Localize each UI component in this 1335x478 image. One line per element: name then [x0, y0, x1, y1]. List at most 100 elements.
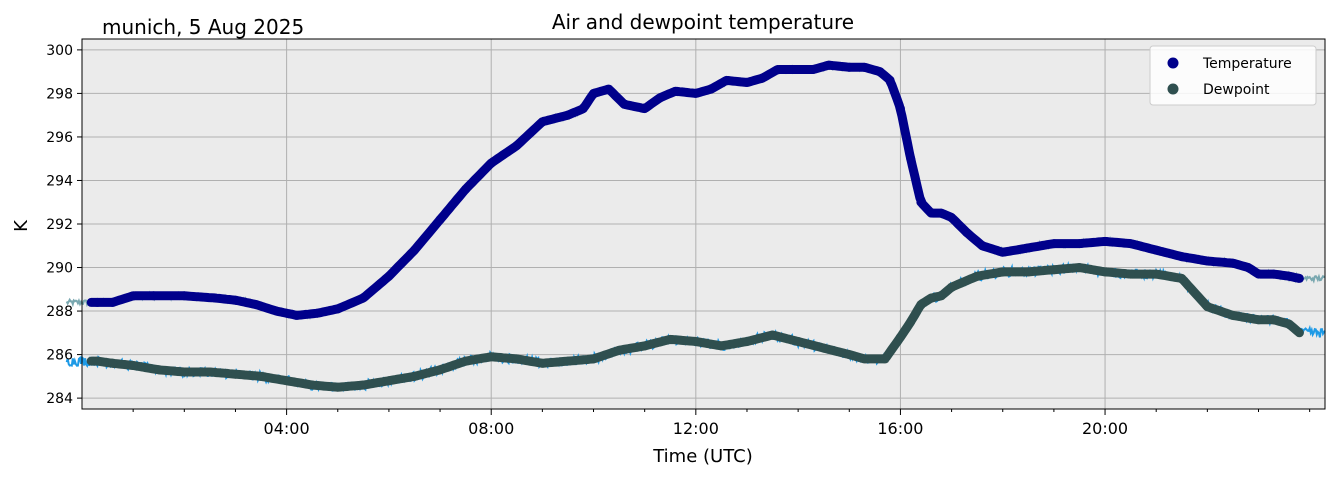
point-temperature — [512, 141, 522, 151]
point-dewpoint — [1294, 328, 1304, 338]
point-temperature — [757, 73, 767, 83]
point-temperature — [722, 75, 731, 85]
point-dewpoint — [1269, 315, 1279, 325]
point-temperature — [885, 75, 895, 85]
point-dewpoint — [691, 337, 701, 346]
point-temperature — [179, 291, 189, 301]
point-temperature — [589, 88, 598, 98]
chart-title: Air and dewpoint temperature — [552, 10, 854, 34]
point-temperature — [537, 117, 547, 127]
point-temperature — [604, 84, 614, 94]
point-dewpoint — [906, 317, 916, 327]
point-temperature — [486, 158, 496, 168]
point-dewpoint — [998, 267, 1008, 277]
point-dewpoint — [614, 345, 624, 355]
point-temperature — [875, 67, 885, 77]
point-dewpoint — [128, 361, 138, 370]
legend-label-temperature: Temperature — [1202, 56, 1292, 72]
point-dewpoint — [640, 341, 650, 351]
y-tick-label: 286 — [46, 348, 73, 364]
y-tick-label: 300 — [46, 43, 73, 59]
point-temperature — [706, 84, 716, 94]
point-dewpoint — [486, 352, 496, 362]
point-dewpoint — [947, 282, 957, 292]
y-axis: 284 286 288 290 292 294 296 298 300 — [46, 43, 82, 407]
point-dewpoint — [742, 337, 752, 346]
point-dewpoint — [307, 380, 317, 390]
x-tick-label: 12:00 — [673, 419, 719, 438]
point-temperature — [1049, 239, 1059, 249]
point-temperature — [670, 86, 680, 96]
point-temperature — [461, 184, 471, 194]
point-dewpoint — [716, 341, 726, 351]
point-dewpoint — [92, 356, 102, 366]
point-temperature — [210, 293, 220, 303]
point-temperature — [1177, 252, 1187, 262]
point-temperature — [1023, 243, 1033, 253]
point-dewpoint — [282, 376, 292, 386]
point-dewpoint — [461, 356, 471, 366]
smooth-series — [86, 60, 1304, 392]
point-dewpoint — [384, 376, 394, 386]
point-temperature — [640, 104, 650, 114]
point-dewpoint — [205, 367, 215, 377]
point-dewpoint — [936, 291, 946, 301]
point-temperature — [773, 65, 783, 74]
point-dewpoint — [926, 293, 936, 303]
point-temperature — [1100, 236, 1110, 246]
point-dewpoint — [589, 354, 598, 364]
chart-subtitle: munich, 5 Aug 2025 — [102, 15, 304, 39]
point-temperature — [936, 208, 946, 218]
x-tick-label: 04:00 — [264, 419, 310, 438]
legend-label-dewpoint: Dewpoint — [1203, 82, 1270, 98]
point-temperature — [128, 291, 138, 301]
point-temperature — [92, 297, 102, 307]
point-dewpoint — [563, 356, 573, 366]
point-temperature — [655, 93, 665, 103]
point-temperature — [916, 197, 926, 207]
point-dewpoint — [665, 334, 675, 344]
x-tick-label: 20:00 — [1082, 419, 1128, 438]
point-temperature — [231, 295, 240, 305]
legend-marker-dewpoint — [1167, 83, 1179, 95]
point-dewpoint — [1202, 302, 1212, 312]
point-dewpoint — [154, 365, 164, 375]
legend: Temperature Dewpoint — [1149, 45, 1317, 106]
point-dewpoint — [819, 343, 829, 353]
point-dewpoint — [895, 332, 905, 342]
point-dewpoint — [844, 350, 854, 360]
point-temperature — [1202, 256, 1212, 266]
y-axis-label: K — [11, 219, 32, 232]
point-dewpoint — [793, 337, 803, 346]
point-temperature — [292, 310, 302, 320]
point-temperature — [809, 65, 818, 74]
point-temperature — [108, 297, 118, 307]
point-temperature — [563, 110, 573, 120]
point-dewpoint — [512, 354, 522, 364]
point-temperature — [824, 60, 834, 70]
point-temperature — [1284, 271, 1294, 281]
y-tick-label: 292 — [46, 217, 73, 233]
point-dewpoint — [880, 354, 890, 364]
point-temperature — [578, 104, 588, 114]
point-temperature — [1269, 269, 1279, 279]
y-tick-label: 290 — [46, 261, 73, 277]
point-dewpoint — [1177, 273, 1187, 283]
point-temperature — [435, 215, 445, 225]
point-dewpoint — [1100, 267, 1110, 277]
point-temperature — [1151, 245, 1161, 255]
point-dewpoint — [108, 358, 118, 368]
point-temperature — [358, 293, 368, 303]
point-dewpoint — [1075, 263, 1084, 272]
point-temperature — [149, 291, 159, 301]
point-temperature — [1254, 269, 1263, 279]
point-temperature — [384, 271, 394, 281]
point-temperature — [926, 208, 936, 218]
point-temperature — [251, 300, 261, 309]
point-dewpoint — [256, 371, 266, 381]
point-temperature — [742, 78, 752, 87]
point-dewpoint — [179, 367, 189, 377]
point-temperature — [895, 104, 905, 114]
point-temperature — [844, 62, 854, 72]
